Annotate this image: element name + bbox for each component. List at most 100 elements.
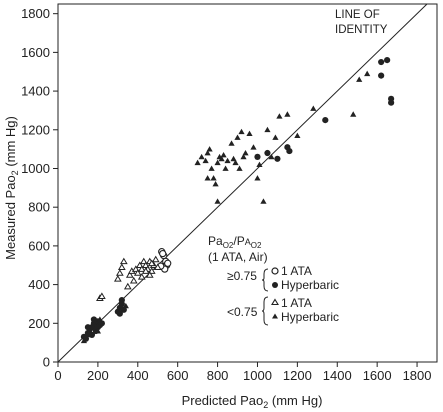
- legend-header-pa-sub: O2: [223, 241, 234, 250]
- data-point-filled-triangle: [206, 146, 213, 152]
- data-point-filled-triangle: [218, 155, 225, 162]
- data-point-filled-circle: [322, 117, 329, 124]
- data-point-filled-triangle: [260, 198, 267, 204]
- data-point-filled-triangle: [224, 157, 231, 164]
- x-tick-label: 1000: [243, 368, 272, 383]
- data-point-filled-triangle: [228, 140, 235, 146]
- data-point-filled-circle: [286, 147, 293, 155]
- y-tick-label: 1200: [21, 122, 50, 137]
- y-tick-label: 1000: [21, 161, 50, 176]
- data-point-open-triangle: [129, 276, 138, 284]
- legend-entry-2-label: Hyperbaric: [281, 278, 339, 292]
- legend-filled-circle-marker: [272, 282, 278, 288]
- data-point-filled-triangle: [242, 150, 249, 156]
- data-point-filled-triangle: [122, 302, 129, 309]
- data-point-open-triangle: [137, 273, 146, 280]
- data-point-filled-triangle: [96, 316, 103, 322]
- data-point-filled-circle: [254, 153, 261, 160]
- data-point-filled-circle: [378, 72, 385, 79]
- data-point-open-triangle: [145, 271, 154, 278]
- y-tick-label: 1800: [21, 6, 50, 21]
- x-axis-title: Predicted Pao2 (mm Hg): [182, 393, 323, 410]
- legend-header-slash-p: /P: [233, 234, 244, 248]
- data-point-filled-triangle: [232, 159, 239, 166]
- legend-open-circle-marker: [271, 267, 279, 275]
- axis-ticks: [53, 13, 418, 367]
- y-axis-title-subscript: 2: [10, 170, 20, 175]
- data-point-open-triangle: [147, 259, 156, 267]
- x-axis-title-main: Predicted Pao: [182, 393, 264, 408]
- data-point-filled-triangle: [240, 153, 247, 160]
- data-point-filled-triangle: [238, 128, 245, 135]
- y-tick-label: 0: [43, 355, 50, 370]
- data-point-filled-triangle: [350, 111, 357, 117]
- y-tick-label: 1400: [21, 84, 50, 99]
- y-tick-label: 200: [28, 316, 50, 331]
- data-point-open-circle: [159, 249, 167, 258]
- data-point-open-triangle: [153, 263, 162, 270]
- data-point-filled-circle: [118, 296, 125, 304]
- data-point-open-triangle: [117, 263, 126, 270]
- data-point-filled-circle: [90, 316, 98, 323]
- data-point-open-triangle: [151, 255, 160, 263]
- data-point-filled-triangle: [230, 155, 237, 162]
- data-point-filled-triangle: [86, 328, 94, 334]
- data-point-filled-circle: [384, 57, 391, 64]
- data-point-open-triangle: [133, 269, 142, 276]
- y-axis-title-main: Measured Pao: [3, 175, 18, 260]
- data-point-filled-triangle: [204, 150, 211, 156]
- data-point-open-triangle: [141, 267, 150, 274]
- data-point-filled-triangle: [250, 144, 257, 150]
- data-point-filled-triangle: [80, 337, 88, 344]
- data-point-filled-triangle: [264, 126, 271, 133]
- x-axis-title-subscript: 2: [263, 400, 268, 410]
- data-point-open-circle: [164, 259, 172, 267]
- y-tick-labels: 0 200 400 600 800 1000 1200 1400 1600 1800: [21, 6, 50, 369]
- data-point-filled-circle: [264, 149, 271, 157]
- data-point-filled-triangle: [208, 165, 215, 171]
- x-tick-labels: 0 200 400 600 800 1000 1200 1400 1600 1800: [54, 368, 431, 383]
- data-point-filled-triangle: [214, 198, 221, 204]
- x-tick-label: 1400: [323, 368, 352, 383]
- data-point-filled-circle: [84, 324, 92, 331]
- legend-header-pao2-sub: O2: [251, 241, 262, 250]
- data-point-filled-triangle: [246, 130, 253, 137]
- data-point-open-triangle: [137, 265, 146, 272]
- x-tick-label: 1200: [283, 368, 312, 383]
- x-axis-title-unit: (mm Hg): [268, 393, 322, 408]
- identity-annotation-line2: IDENTITY: [335, 24, 388, 36]
- data-point-filled-triangle: [236, 165, 243, 171]
- legend-entry-4-label: Hyperbaric: [281, 310, 339, 324]
- data-point-open-triangle: [113, 275, 122, 282]
- legend: PaO2/PAO2 (1 ATA, Air) ≥0.75 1 ATA Hyper…: [208, 234, 339, 326]
- x-tick-label: 600: [167, 368, 189, 383]
- data-point-filled-triangle: [220, 151, 227, 158]
- data-point-filled-circle: [378, 58, 385, 66]
- y-axis-title-unit: (mm Hg): [3, 116, 18, 170]
- data-point-filled-triangle: [356, 76, 363, 82]
- legend-group1-label: ≥0.75: [227, 269, 257, 283]
- legend-header-line1: PaO2/PAO2: [208, 234, 262, 250]
- y-tick-label: 600: [28, 238, 50, 253]
- data-point-filled-triangle: [94, 328, 101, 334]
- data-point-filled-triangle: [234, 134, 241, 140]
- legend-entry-1-label: 1 ATA: [281, 264, 312, 278]
- data-point-filled-circle: [388, 95, 395, 102]
- identity-annotation-line1: LINE OF: [335, 9, 380, 21]
- x-tick-label: 1600: [363, 368, 392, 383]
- x-tick-label: 1800: [403, 368, 432, 383]
- legend-header-a: A: [245, 237, 251, 247]
- x-tick-label: 0: [54, 368, 61, 383]
- data-point-open-triangle: [123, 282, 132, 290]
- data-point-open-triangle: [119, 257, 128, 265]
- data-point-filled-triangle: [210, 175, 217, 181]
- y-tick-label: 800: [28, 200, 50, 215]
- data-point-filled-triangle: [194, 159, 201, 166]
- legend-header-line2: (1 ATA, Air): [208, 250, 268, 264]
- legend-open-triangle-marker: [271, 298, 279, 306]
- data-point-open-triangle: [98, 292, 106, 300]
- data-point-filled-triangle: [214, 159, 221, 166]
- legend-group2-brace: [261, 296, 269, 326]
- data-point-filled-triangle: [294, 132, 301, 138]
- x-tick-label: 400: [127, 368, 149, 383]
